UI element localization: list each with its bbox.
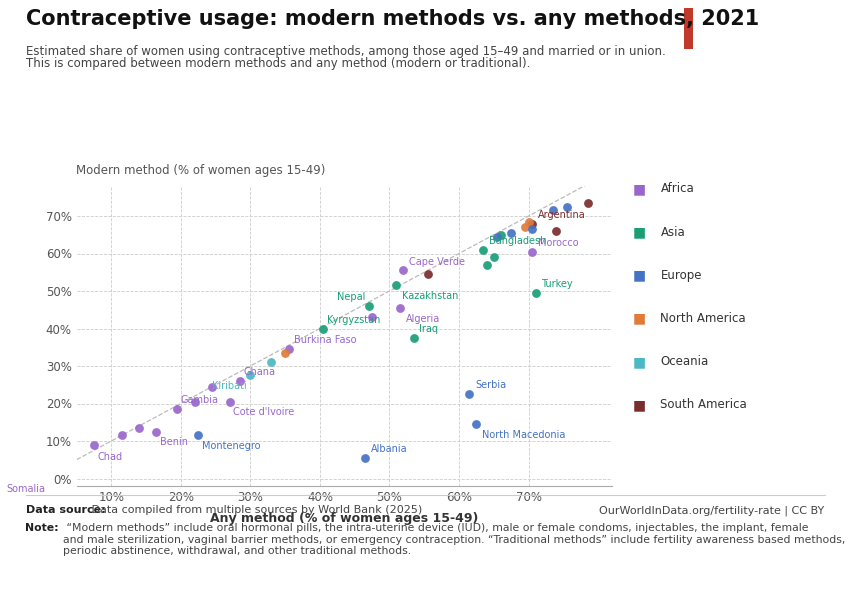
Text: Benin: Benin [160, 437, 188, 447]
Point [560, 202, 574, 211]
Text: Asia: Asia [660, 226, 685, 239]
Text: Montenegro: Montenegro [201, 441, 260, 451]
Point [282, 344, 296, 354]
Text: ■: ■ [633, 398, 646, 412]
Point [490, 232, 504, 241]
Text: ■: ■ [633, 311, 646, 326]
Point [366, 313, 379, 322]
Text: Data source:: Data source: [26, 505, 105, 515]
Text: Oceania: Oceania [660, 355, 709, 368]
Point [494, 230, 507, 239]
Text: Cape Verde: Cape Verde [409, 257, 465, 266]
Text: North Macedonia: North Macedonia [482, 430, 565, 440]
Point [133, 423, 146, 433]
Point [477, 245, 490, 254]
Text: Bangladesh: Bangladesh [489, 236, 547, 246]
Text: Serbia: Serbia [475, 380, 506, 391]
Text: OurWorldInData.org/fertility-rate | CC BY: OurWorldInData.org/fertility-rate | CC B… [599, 505, 824, 515]
Point [389, 281, 403, 290]
Point [525, 247, 539, 256]
Point [469, 419, 483, 429]
Text: Ghana: Ghana [243, 367, 275, 377]
Point [359, 453, 372, 463]
Text: Kyrgyzstan: Kyrgyzstan [327, 315, 380, 325]
Point [278, 348, 292, 358]
Point [206, 382, 219, 391]
Point [316, 324, 330, 334]
Text: Argentina: Argentina [537, 210, 586, 220]
Point [407, 333, 421, 343]
Point [188, 397, 201, 406]
Text: Africa: Africa [660, 182, 694, 196]
Text: Modern method (% of women ages 15-49): Modern method (% of women ages 15-49) [76, 164, 326, 177]
Point [45, 470, 59, 479]
Point [171, 404, 184, 414]
Text: Estimated share of women using contraceptive methods, among those aged 15–49 and: Estimated share of women using contracep… [26, 45, 666, 58]
Text: Note:: Note: [26, 523, 60, 533]
Text: Iraq: Iraq [419, 324, 439, 334]
Text: ■: ■ [633, 268, 646, 283]
Point [480, 260, 494, 269]
Text: North America: North America [660, 312, 746, 325]
Point [522, 217, 536, 226]
Point [581, 198, 594, 208]
Point [525, 218, 539, 228]
Text: Albania: Albania [371, 444, 407, 454]
Text: Kazakhstan: Kazakhstan [402, 291, 458, 301]
Text: Turkey: Turkey [541, 279, 573, 289]
Point [397, 266, 411, 275]
Point [421, 269, 434, 279]
Text: Contraceptive usage: modern methods vs. any methods, 2021: Contraceptive usage: modern methods vs. … [26, 9, 759, 29]
Text: “Modern methods” include oral hormonal pills, the intra-uterine device (IUD), ma: “Modern methods” include oral hormonal p… [63, 523, 845, 556]
Text: Nepal: Nepal [337, 292, 366, 302]
Point [362, 301, 376, 311]
Text: Gambia: Gambia [181, 395, 218, 406]
Text: This is compared between modern methods and any method (modern or traditional).: This is compared between modern methods … [26, 57, 530, 70]
Text: Data compiled from multiple sources by World Bank (2025): Data compiled from multiple sources by W… [88, 505, 422, 515]
Text: ■: ■ [633, 225, 646, 239]
Text: Burkina Faso: Burkina Faso [294, 335, 357, 346]
Point [550, 226, 564, 236]
Text: ■: ■ [633, 355, 646, 369]
Text: Somalia: Somalia [6, 484, 45, 494]
Point [115, 431, 128, 440]
Text: Morocco: Morocco [537, 238, 578, 248]
Text: Cote d'Ivoire: Cote d'Ivoire [233, 407, 294, 417]
Text: Chad: Chad [98, 452, 122, 462]
Point [233, 376, 246, 386]
Point [529, 288, 542, 298]
X-axis label: Any method (% of women ages 15-49): Any method (% of women ages 15-49) [210, 512, 479, 525]
Point [150, 427, 163, 436]
Text: ■: ■ [633, 182, 646, 196]
Text: Kiribati: Kiribati [212, 381, 246, 391]
Point [462, 389, 476, 399]
Text: Europe: Europe [660, 269, 702, 282]
Point [518, 223, 532, 232]
Point [191, 431, 205, 440]
Point [264, 358, 278, 367]
Point [393, 303, 406, 313]
Point [244, 371, 258, 380]
Point [546, 206, 559, 215]
Point [223, 397, 236, 406]
Point [487, 253, 501, 262]
Point [87, 440, 100, 449]
Point [504, 228, 518, 238]
Text: Our World
in Data: Our World in Data [727, 17, 790, 40]
Bar [684, 8, 693, 49]
Point [525, 224, 539, 234]
Text: South America: South America [660, 398, 747, 412]
Text: Algeria: Algeria [405, 313, 439, 323]
